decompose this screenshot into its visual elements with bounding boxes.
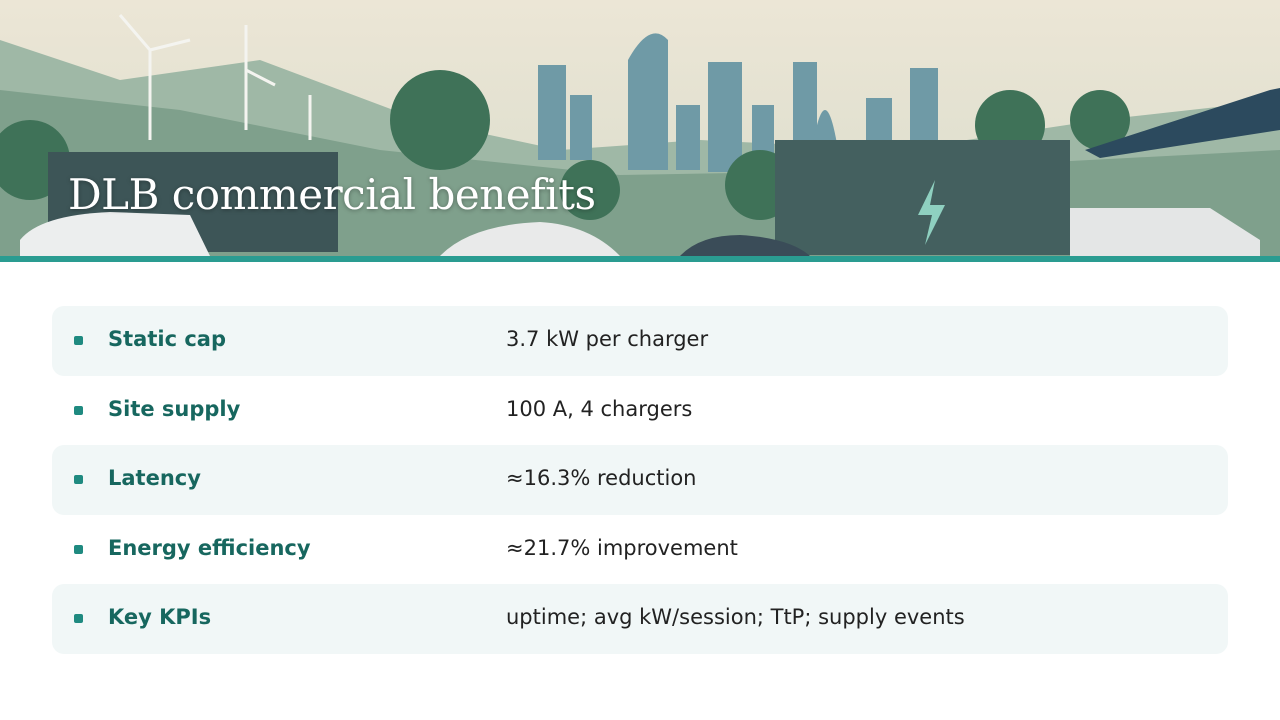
benefit-value: ≈16.3% reduction xyxy=(506,466,697,490)
benefit-value: 100 A, 4 chargers xyxy=(506,396,693,421)
benefit-row: Energy efficiency ≈21.7% improvement xyxy=(52,515,1228,585)
benefit-list: Static cap 3.7 kW per charger Site supply 1… xyxy=(52,306,1228,654)
header-illustration xyxy=(0,0,1280,262)
benefit-row: Latency ≈16.3% reduction xyxy=(52,445,1228,515)
benefit-label: Key KPIs xyxy=(108,605,212,629)
bullet xyxy=(74,336,83,345)
benefit-label: Site supply xyxy=(108,396,241,421)
benefit-label: Energy efficiency xyxy=(108,535,311,560)
benefit-row: Key KPIs uptime; avg kW/session; TtP; sup… xyxy=(52,584,1228,654)
benefit-value: 3.7 kW per charger xyxy=(506,327,709,351)
bullet xyxy=(74,405,83,415)
benefit-value: ≈21.7% improvement xyxy=(506,535,738,560)
benefit-label: Latency xyxy=(108,466,201,490)
bullet xyxy=(74,544,83,554)
slide-title: DLB commercial benefits xyxy=(68,170,596,219)
benefit-row: Site supply 100 A, 4 chargers xyxy=(52,376,1228,446)
benefit-row: Static cap 3.7 kW per charger xyxy=(52,306,1228,376)
bullet xyxy=(74,475,83,484)
benefit-value: uptime; avg kW/session; TtP; supply even… xyxy=(506,605,965,629)
benefit-label: Static cap xyxy=(108,327,226,351)
bullet xyxy=(74,614,83,623)
